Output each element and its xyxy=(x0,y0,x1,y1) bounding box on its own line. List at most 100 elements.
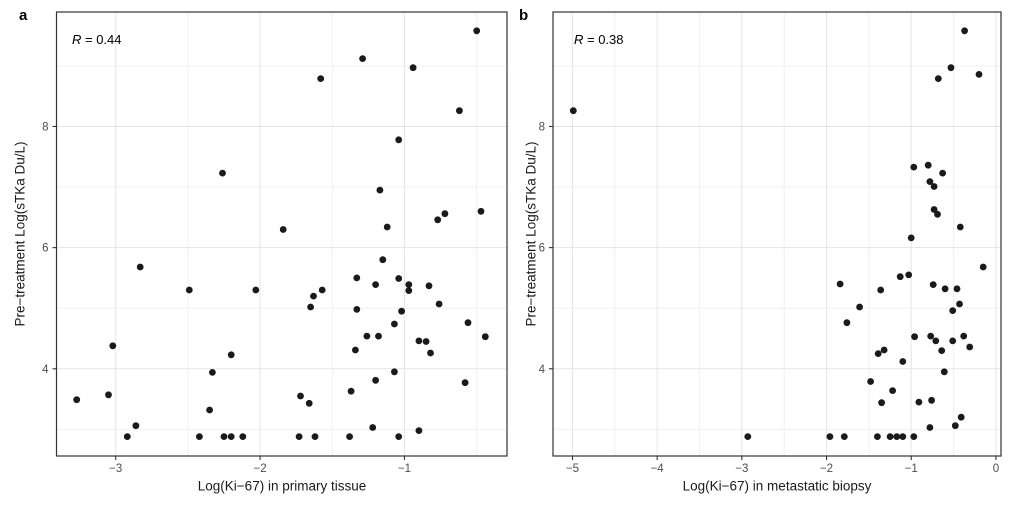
data-point xyxy=(185,286,193,294)
data-point xyxy=(877,286,885,294)
data-point xyxy=(405,281,413,288)
data-point xyxy=(934,210,941,218)
panel-b-x-axis-title: Log(Ki−67) in metastatic biopsy xyxy=(682,478,872,494)
data-point xyxy=(960,332,968,340)
data-point xyxy=(206,406,214,414)
data-point xyxy=(220,433,228,440)
correlation-symbol: R xyxy=(574,32,584,47)
data-point xyxy=(132,422,140,430)
data-point xyxy=(953,285,961,293)
panel-b: −5 −4 −3 −2 −1 0 4 6 8 xyxy=(539,11,1002,475)
panel-b-axis-ticks: −5 −4 −3 −2 −1 0 4 6 8 xyxy=(539,121,1000,475)
panel-a-x-axis-title: Log(Ki−67) in primary tissue xyxy=(197,478,367,494)
data-point xyxy=(889,387,896,394)
data-point xyxy=(899,433,907,440)
correlation-symbol: R xyxy=(72,32,82,47)
data-point xyxy=(347,387,355,395)
data-point xyxy=(434,216,442,224)
data-point xyxy=(744,433,752,440)
data-point xyxy=(435,300,443,308)
data-point xyxy=(961,27,968,35)
x-tick-label: 0 xyxy=(993,463,999,475)
data-point xyxy=(927,332,935,340)
data-point xyxy=(928,396,935,404)
panel-a-axis-ticks: −3 −2 −1 4 6 8 xyxy=(42,121,411,475)
data-point xyxy=(461,379,469,387)
data-point xyxy=(427,349,434,357)
data-point xyxy=(941,285,949,293)
x-tick-label: −1 xyxy=(905,463,918,475)
data-point xyxy=(886,433,894,440)
data-point xyxy=(929,281,937,288)
data-point xyxy=(947,64,955,72)
data-point xyxy=(926,424,934,431)
data-point xyxy=(295,433,303,440)
y-tick-label: 4 xyxy=(42,364,49,376)
data-point xyxy=(346,433,353,440)
data-point xyxy=(136,263,144,271)
data-point xyxy=(843,319,851,327)
panel-a-grid-major xyxy=(56,12,507,456)
data-point xyxy=(395,275,403,282)
panel-a-border xyxy=(55,11,508,457)
y-tick-label: 8 xyxy=(42,121,48,133)
x-tick-label: −3 xyxy=(109,463,122,475)
data-point xyxy=(880,346,888,354)
data-point xyxy=(910,163,918,171)
data-point xyxy=(398,307,405,315)
y-tick-label: 8 xyxy=(539,121,545,133)
data-point xyxy=(905,271,913,279)
data-point xyxy=(938,347,946,354)
data-point xyxy=(878,399,885,407)
data-point xyxy=(569,107,577,115)
panel-b-correlation-annotation: R = 0.38 xyxy=(574,33,624,46)
data-point xyxy=(109,342,117,350)
data-point xyxy=(949,337,957,345)
data-point xyxy=(481,333,489,341)
data-point xyxy=(227,433,235,440)
data-point xyxy=(353,306,361,313)
data-point xyxy=(383,223,391,231)
y-tick-label: 4 xyxy=(539,364,546,376)
data-point xyxy=(930,206,938,213)
data-point xyxy=(907,234,915,242)
y-tick-label: 6 xyxy=(539,243,545,255)
data-point xyxy=(867,378,874,385)
data-point xyxy=(297,392,304,400)
data-point xyxy=(456,107,463,115)
data-point xyxy=(279,226,287,233)
data-point xyxy=(915,398,923,406)
data-point xyxy=(840,433,848,440)
data-point xyxy=(409,64,417,72)
data-point xyxy=(405,287,413,294)
data-point xyxy=(372,376,379,384)
data-point xyxy=(196,433,203,440)
data-point xyxy=(318,286,326,294)
data-point xyxy=(391,368,398,376)
panel-b-points xyxy=(569,27,987,440)
data-point xyxy=(949,307,957,314)
data-point xyxy=(209,369,216,376)
data-point xyxy=(940,368,948,376)
data-point xyxy=(415,337,423,345)
data-point xyxy=(956,300,963,308)
panel-a-grid-minor xyxy=(56,12,507,456)
data-point xyxy=(975,71,983,78)
data-point xyxy=(73,396,81,404)
data-point xyxy=(956,223,964,231)
panel-b-label: b xyxy=(519,7,529,24)
panel-b-border xyxy=(552,11,1002,457)
data-point xyxy=(899,358,907,365)
data-point xyxy=(856,303,863,311)
data-point xyxy=(477,207,485,215)
data-point xyxy=(957,413,965,421)
data-point xyxy=(422,338,430,345)
data-point xyxy=(874,350,882,357)
data-point xyxy=(311,433,319,440)
data-point xyxy=(924,161,932,169)
data-point xyxy=(951,422,959,430)
panel-a-points xyxy=(73,27,489,440)
data-point xyxy=(376,186,384,194)
